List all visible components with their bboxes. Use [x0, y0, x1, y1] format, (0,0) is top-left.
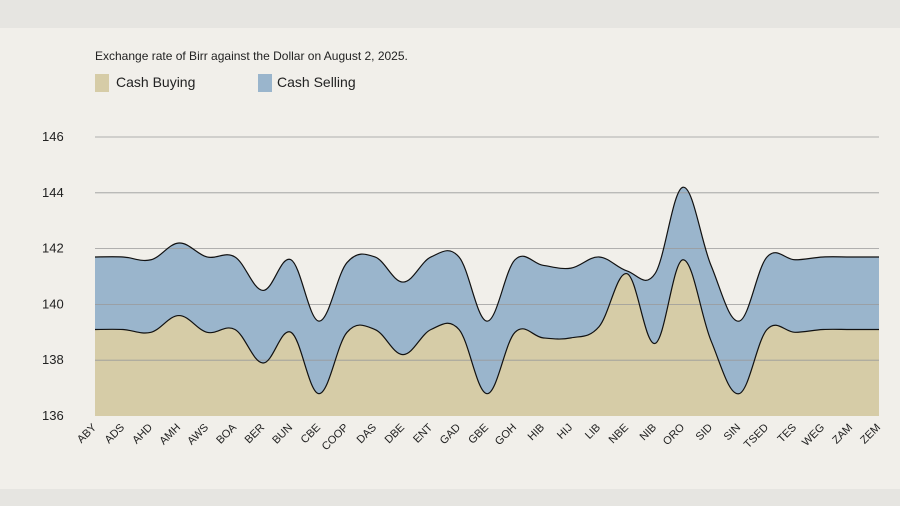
- legend-swatch-cash-buying: [95, 74, 109, 92]
- x-tick-label: WEG: [800, 422, 827, 449]
- x-tick-label: GBE: [466, 422, 491, 447]
- x-tick-label: ZEM: [858, 422, 883, 447]
- x-tick-label: SID: [694, 422, 715, 443]
- x-tick-label: ADS: [103, 422, 127, 446]
- legend-label-cash-selling: Cash Selling: [277, 74, 356, 90]
- x-tick-label: AHD: [130, 422, 155, 447]
- x-tick-label: TES: [775, 422, 799, 446]
- x-tick-label: AWS: [185, 422, 211, 448]
- x-tick-label: BOA: [214, 421, 239, 446]
- y-tick-label: 138: [42, 352, 64, 367]
- line-cash-buying: [94, 259, 879, 395]
- legend-swatch-cash-selling: [258, 74, 272, 92]
- y-tick-label: 140: [42, 296, 64, 311]
- x-tick-label: NIB: [638, 422, 659, 443]
- bottom-band: [0, 489, 900, 506]
- x-tick-label: HIB: [526, 422, 547, 443]
- x-tick-label: DAS: [355, 422, 379, 446]
- x-tick-label: COOP: [320, 422, 351, 453]
- x-tick-label: BER: [243, 422, 268, 447]
- x-tick-label: ABY: [75, 421, 100, 446]
- y-tick-label: 136: [42, 408, 64, 423]
- plot-area: 136 138 140 142 144 146 ABY ADS AHD AMH AWS BOA BER B…: [42, 129, 883, 453]
- area-cash-buying: [95, 259, 879, 416]
- x-tick-label: ZAM: [830, 422, 855, 447]
- line-cash-selling: [94, 186, 879, 322]
- x-tick-label: CBE: [299, 422, 323, 446]
- top-band: [0, 0, 900, 28]
- y-tick-label: 144: [42, 185, 64, 200]
- x-tick-label: AMH: [157, 422, 183, 448]
- x-tick-label: BUN: [270, 422, 295, 447]
- x-tick-label: TSED: [742, 422, 771, 451]
- y-tick-label: 142: [42, 241, 64, 256]
- x-tick-label: NBE: [607, 422, 631, 446]
- x-tick-label: DBE: [383, 422, 407, 446]
- x-tick-label: GOH: [493, 422, 519, 448]
- y-tick-label: 146: [42, 129, 64, 144]
- x-tick-label: ENT: [411, 421, 435, 445]
- chart-title: Exchange rate of Birr against the Dollar…: [95, 49, 408, 63]
- x-tick-label: ORO: [661, 421, 688, 448]
- legend-label-cash-buying: Cash Buying: [116, 74, 195, 90]
- x-tick-label: SIN: [722, 422, 743, 443]
- x-tick-label: LIB: [583, 422, 603, 442]
- x-tick-label: HIJ: [555, 422, 575, 442]
- x-tick-label: GAD: [438, 422, 463, 447]
